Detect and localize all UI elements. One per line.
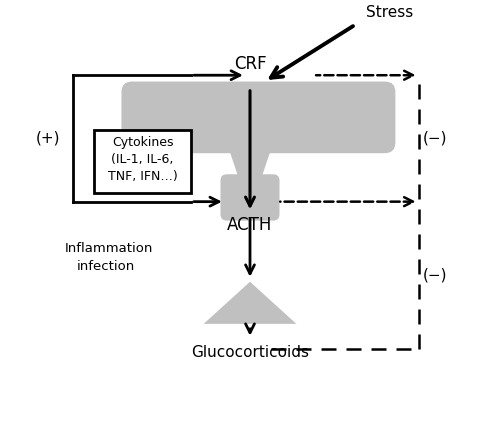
FancyBboxPatch shape bbox=[122, 82, 396, 153]
Text: (IL-1, IL-6,: (IL-1, IL-6, bbox=[112, 153, 174, 166]
Text: Stress: Stress bbox=[366, 6, 413, 20]
Text: Inflammation: Inflammation bbox=[64, 241, 153, 254]
Text: Glucocorticoids: Glucocorticoids bbox=[191, 345, 309, 360]
Polygon shape bbox=[227, 143, 273, 181]
Text: (+): (+) bbox=[36, 131, 60, 146]
Text: (−): (−) bbox=[423, 131, 448, 146]
Text: (−): (−) bbox=[423, 268, 448, 283]
Text: infection: infection bbox=[77, 260, 136, 273]
Text: Cytokines: Cytokines bbox=[112, 137, 174, 149]
Text: TNF, IFN…): TNF, IFN…) bbox=[108, 170, 178, 183]
Text: ACTH: ACTH bbox=[228, 216, 272, 235]
FancyBboxPatch shape bbox=[94, 130, 191, 193]
Polygon shape bbox=[204, 282, 296, 324]
Text: CRF: CRF bbox=[234, 55, 266, 73]
FancyBboxPatch shape bbox=[220, 174, 280, 221]
